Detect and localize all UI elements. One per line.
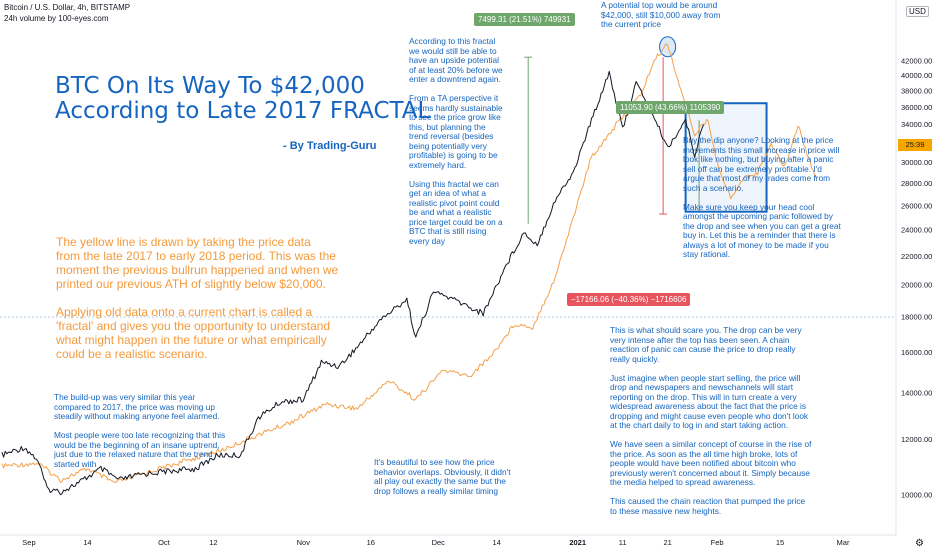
gear-icon[interactable]: ⚙ [915,538,924,549]
y-tick-label: 18000.00 [901,313,932,322]
top-circle [659,36,677,58]
fractal-note: According to this fractal we would still… [409,36,503,246]
y-tick-label: 38000.00 [901,87,932,96]
y-tick-label: 14000.00 [901,389,932,398]
x-tick-label: 14 [83,538,91,547]
currency-button[interactable]: USD [906,6,929,17]
y-tick-label: 22000.00 [901,252,932,261]
author-byline: - By Trading-Guru [283,140,377,152]
volume-indicator-label[interactable]: 24h volume by 100-eyes.com [4,14,109,23]
measure-tag-up-small[interactable]: 7499.31 (21.51%) 749931 [474,13,575,26]
y-tick-label: 34000.00 [901,120,932,129]
x-tick-label: Dec [432,538,446,547]
overlap-note: It's beautiful to see how the price beha… [374,457,511,496]
buildup-note: The build-up was very similar this year … [54,392,226,469]
y-tick-label: 20000.00 [901,281,932,290]
symbol-title[interactable]: Bitcoin / U.S. Dollar, 4h, BITSTAMP [4,3,131,12]
yellow-line-note: The yellow line is drawn by taking the p… [56,235,339,361]
x-tick-label: 21 [663,538,671,547]
y-tick-label: 28000.00 [901,179,932,188]
y-tick-label: 12000.00 [901,435,932,444]
x-tick-label: 15 [776,538,784,547]
x-tick-label: Nov [297,538,311,547]
measure-tag-up-large[interactable]: 11053.90 (43.66%) 1105390 [616,101,725,114]
x-tick-label: Oct [158,538,171,547]
y-tick-label: 30000.00 [901,158,932,167]
measure-tag-down[interactable]: −17166.06 (−40.36%) −1716606 [567,293,691,306]
scare-note: This is what should scare you. The drop … [610,325,812,516]
y-tick-label: 16000.00 [901,348,932,357]
btc-series-line [1,70,705,496]
x-tick-label: 12 [209,538,217,547]
y-tick-label: 36000.00 [901,103,932,112]
buy-dip-note: Buy the dip anyone? Looking at the price… [683,135,841,259]
chart-margin [852,0,896,535]
peak-note: A potential top would be around $42,000,… [601,0,721,29]
x-tick-label: Feb [711,538,724,547]
dip-box [684,102,768,213]
price-axis [896,0,932,550]
y-tick-label: 24000.00 [901,226,932,235]
y-tick-label: 26000.00 [901,201,932,210]
x-tick-label: 16 [367,538,375,547]
x-tick-label: Mar [837,538,850,547]
y-tick-label: 10000.00 [901,490,932,499]
x-tick-label: 14 [493,538,501,547]
current-price-label: 25:39 [898,139,932,151]
page-title: BTC On Its Way To $42,000 According to L… [55,73,431,124]
x-tick-label: Sep [22,538,35,547]
x-tick-label: 11 [619,538,627,547]
x-tick-label: 2021 [569,538,586,547]
y-tick-label: 42000.00 [901,56,932,65]
y-tick-label: 40000.00 [901,71,932,80]
